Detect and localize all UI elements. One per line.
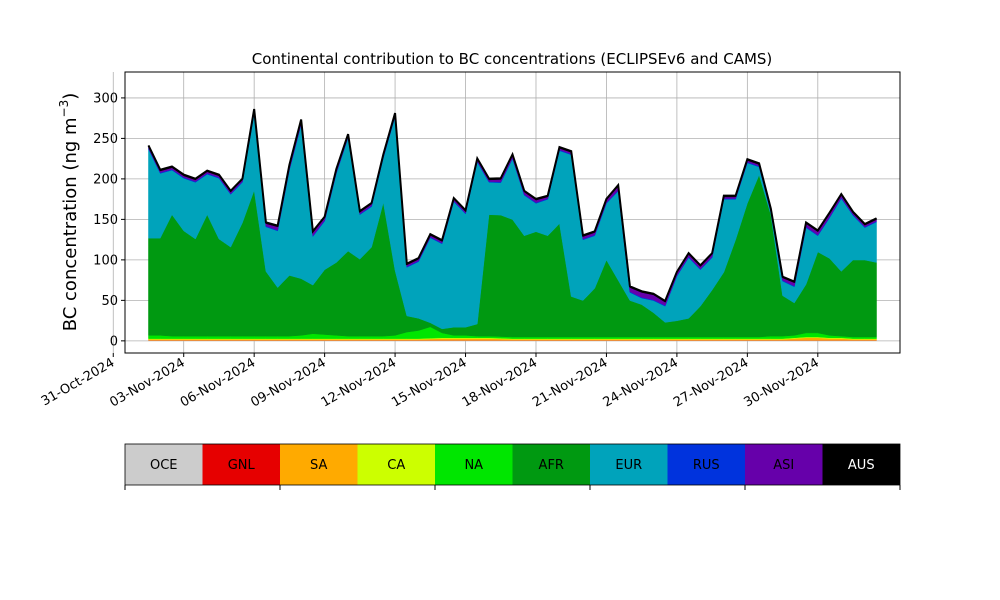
legend-frame [124, 443, 901, 486]
y-tick-label: 0 [110, 334, 118, 349]
legend-swatch-afr [512, 444, 590, 485]
y-axis: 0 50 100 150 200 250 300 [93, 91, 125, 349]
stacked-areas [148, 108, 877, 342]
y-tick-label: 50 [101, 294, 118, 309]
chart-title: Continental contribution to BC concentra… [252, 50, 773, 68]
y-axis-label-superscript: −3 [57, 100, 71, 118]
legend-colorbar: OCE GNL SA CA NA AFR EUR RUS ASI AUS [124, 443, 901, 490]
legend-label-afr: AFR [539, 458, 564, 473]
y-tick-label: 250 [93, 132, 118, 147]
y-tick-label: 100 [93, 253, 118, 268]
y-axis-label-close: ) [60, 93, 81, 100]
legend-swatch-oce [125, 444, 203, 485]
legend-label-eur: EUR [615, 458, 642, 473]
legend-label-asi: ASI [773, 458, 794, 473]
y-axis-label-main: BC concentration (ng m [60, 117, 81, 331]
legend-label-rus: RUS [693, 458, 720, 473]
legend-swatch-na [435, 444, 513, 485]
total-line [147, 108, 877, 303]
legend-swatch-sa [280, 444, 358, 485]
legend-swatch-eur [590, 444, 668, 485]
total-outline [147, 108, 877, 303]
legend-label-ca: CA [387, 458, 405, 473]
y-tick-label: 200 [93, 172, 118, 187]
plot-frame [124, 71, 901, 354]
legend-label-oce: OCE [150, 458, 178, 473]
y-axis-label: BC concentration (ng m−3) [57, 93, 81, 332]
legend-label-sa: SA [310, 458, 327, 473]
y-tick-label: 300 [93, 91, 118, 106]
legend-swatch-asi [745, 444, 823, 485]
legend-label-na: NA [464, 458, 483, 473]
legend-swatch-rus [667, 444, 745, 485]
legend-swatch-aus [822, 444, 900, 485]
legend-label-gnl: GNL [228, 458, 256, 473]
y-tick-label: 150 [93, 213, 118, 228]
legend-swatch-gnl [202, 444, 280, 485]
legend-swatch-ca [357, 444, 435, 485]
legend-label-aus: AUS [848, 458, 875, 473]
